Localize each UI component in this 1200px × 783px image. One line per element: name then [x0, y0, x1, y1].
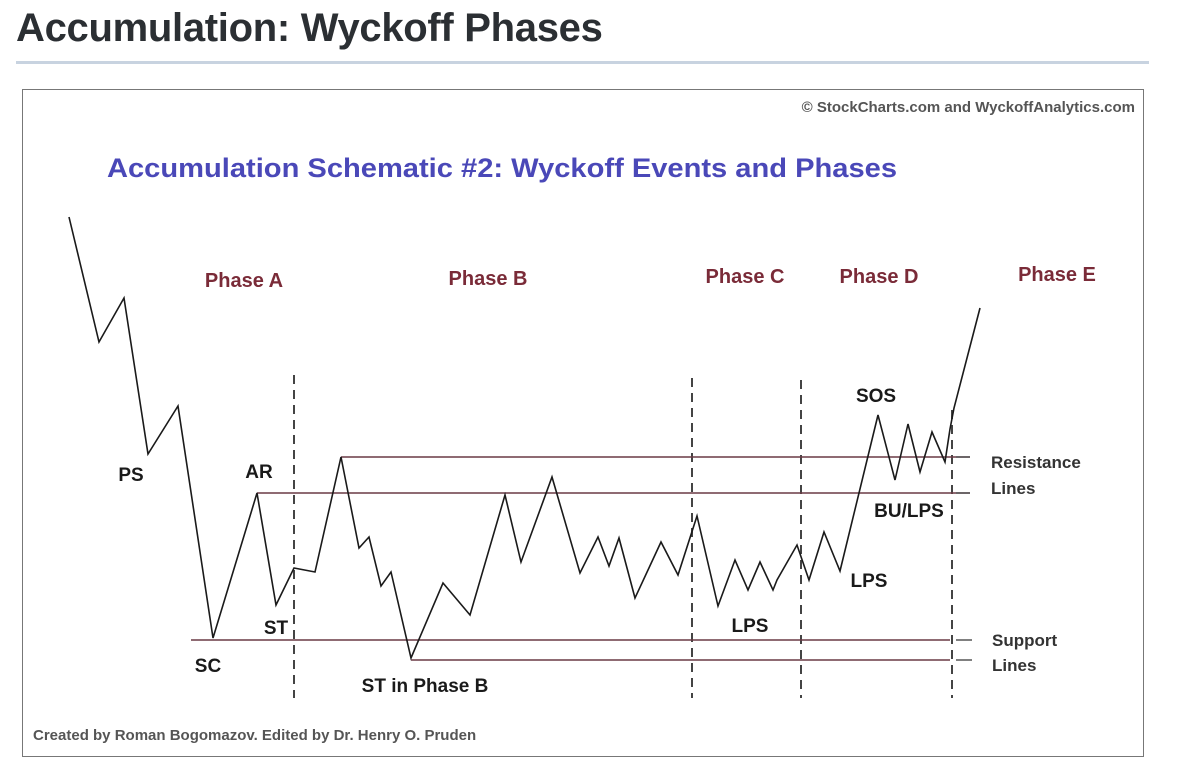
- title-divider: [16, 61, 1149, 64]
- event-label-lps-phase-c: LPS: [732, 616, 769, 637]
- support-label-line1: Support: [992, 631, 1057, 650]
- event-label-sos: SOS: [856, 386, 896, 407]
- event-label-st: ST: [264, 618, 289, 639]
- wyckoff-figure: © StockCharts.com and WyckoffAnalytics.c…: [22, 89, 1144, 757]
- event-label-st-phase-b: ST in Phase B: [362, 676, 489, 697]
- event-label-ps: PS: [118, 465, 143, 486]
- page-title: Accumulation: Wyckoff Phases: [16, 6, 603, 50]
- wyckoff-schematic-svg: © StockCharts.com and WyckoffAnalytics.c…: [33, 99, 1135, 744]
- credit-text: Created by Roman Bogomazov. Edited by Dr…: [33, 727, 476, 744]
- phase-a-label: Phase A: [205, 270, 283, 292]
- phase-b-label: Phase B: [449, 268, 528, 290]
- event-label-sc: SC: [195, 656, 222, 677]
- resistance-label-line2: Lines: [991, 479, 1035, 498]
- event-label-lps-phase-d: LPS: [851, 571, 888, 592]
- event-label-bu-lps: BU/LPS: [874, 501, 944, 522]
- resistance-label-line1: Resistance: [991, 453, 1081, 472]
- copyright-text: © StockCharts.com and WyckoffAnalytics.c…: [802, 99, 1135, 116]
- price-path: [68, 216, 981, 661]
- phase-e-label: Phase E: [1018, 264, 1096, 286]
- support-label-line2: Lines: [992, 656, 1036, 675]
- phase-c-label: Phase C: [706, 266, 785, 288]
- phase-d-label: Phase D: [840, 266, 919, 288]
- schematic-title: Accumulation Schematic #2: Wyckoff Event…: [107, 153, 897, 183]
- event-label-ar: AR: [245, 462, 273, 483]
